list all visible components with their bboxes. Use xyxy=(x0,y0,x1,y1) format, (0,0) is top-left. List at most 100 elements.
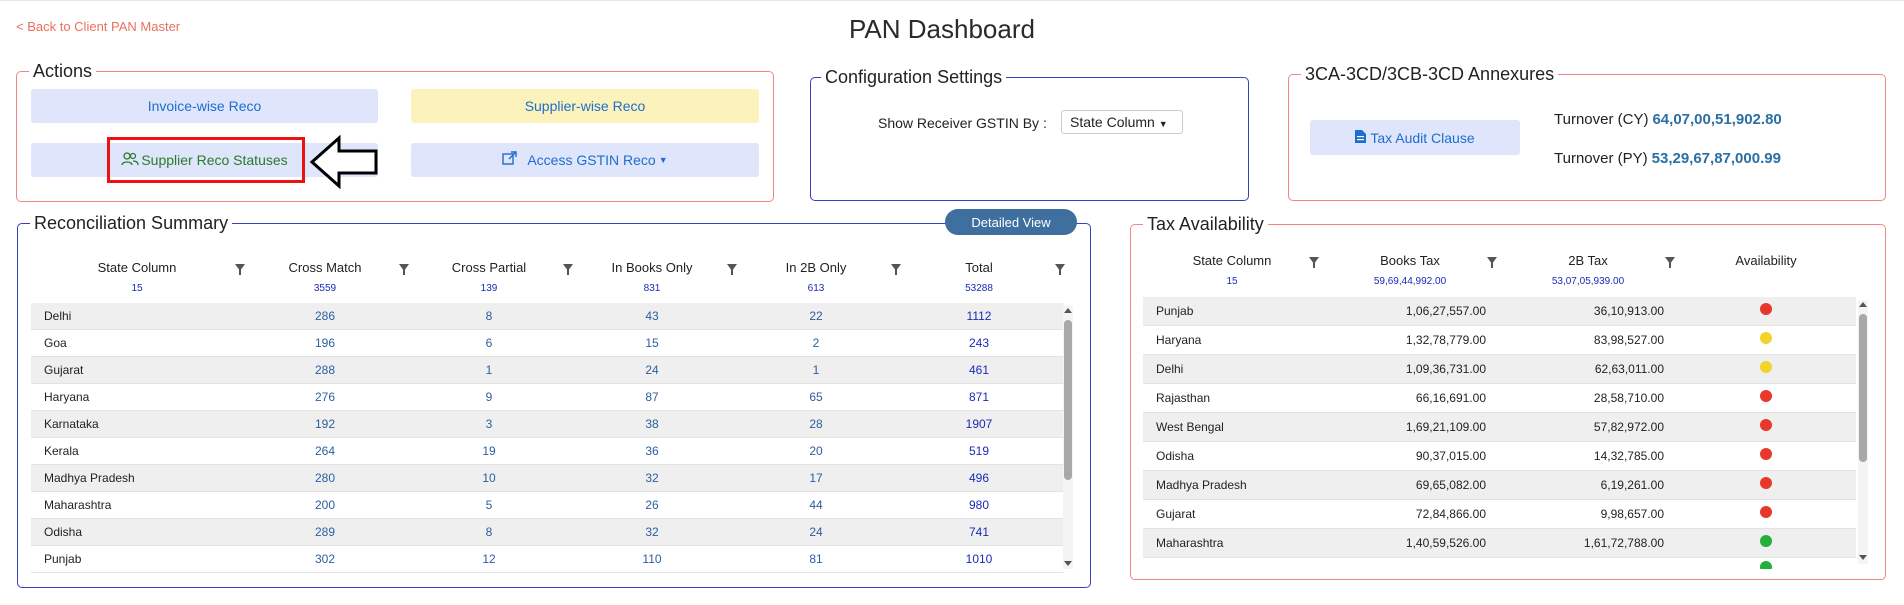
receiver-gstin-select[interactable]: State Column ▼ xyxy=(1061,110,1183,134)
value-cell: 8 xyxy=(485,525,493,539)
2b-tax-cell: 28,58,710.00 xyxy=(1593,391,1664,405)
invoice-wise-reco-label: Invoice-wise Reco xyxy=(147,98,262,114)
tax-scroll-thumb[interactable] xyxy=(1859,314,1867,462)
supplier-reco-statuses-button[interactable]: Supplier Reco Statuses xyxy=(31,143,378,177)
table-row: Madhya Pradesh 69,65,082.00 6,19,261.00 xyxy=(1143,471,1856,500)
value-cell[interactable]: 461 xyxy=(968,363,990,377)
caret-down-icon: ▼ xyxy=(1158,119,1168,129)
column-header-count: 139 xyxy=(480,283,498,294)
column-header-total: 15 xyxy=(1226,276,1238,287)
filter-icon[interactable] xyxy=(235,264,245,275)
state-cell: Delhi xyxy=(44,309,72,323)
table-row: Delhi 286 8 43 22 1112 xyxy=(31,303,1064,330)
2b-tax-cell: 83,98,527.00 xyxy=(1593,333,1664,347)
supplier-wise-reco-label: Supplier-wise Reco xyxy=(524,98,646,114)
availability-status-icon xyxy=(1760,303,1772,315)
value-cell[interactable]: 519 xyxy=(968,444,990,458)
value-cell: 289 xyxy=(314,525,336,539)
state-cell: Madhya Pradesh xyxy=(1156,478,1247,492)
scroll-down-icon[interactable] xyxy=(1859,555,1867,560)
state-cell: Gujarat xyxy=(44,363,84,377)
value-cell: 1 xyxy=(812,363,820,377)
external-link-icon xyxy=(502,151,518,169)
state-cell: Madhya Pradesh xyxy=(44,471,135,485)
column-header-total: 53,07,05,939.00 xyxy=(1551,276,1625,287)
turnover-cy-label: Turnover (CY) xyxy=(1554,111,1649,128)
value-cell[interactable]: 1010 xyxy=(965,552,993,566)
state-cell: Kerala xyxy=(44,444,79,458)
value-cell: 20 xyxy=(809,444,823,458)
column-header-count: 831 xyxy=(643,283,661,294)
state-cell: Punjab xyxy=(1156,304,1194,318)
2b-tax-cell: 57,82,972.00 xyxy=(1593,420,1664,434)
invoice-wise-reco-button[interactable]: Invoice-wise Reco xyxy=(31,89,378,123)
column-header-count: 613 xyxy=(807,283,825,294)
tax-audit-clause-label: Tax Audit Clause xyxy=(1370,129,1475,146)
2b-tax-cell: 6,19,261.00 xyxy=(1600,478,1664,492)
table-row: Madhya Pradesh 280 10 32 17 496 xyxy=(31,465,1064,492)
value-cell: 17 xyxy=(809,471,823,485)
availability-status-icon xyxy=(1760,506,1772,518)
value-cell[interactable]: 243 xyxy=(968,336,990,350)
value-cell: 264 xyxy=(314,444,336,458)
turnover-py-value: 53,29,67,87,000.99 xyxy=(1651,150,1781,167)
value-cell[interactable]: 1112 xyxy=(966,309,992,323)
filter-icon[interactable] xyxy=(1487,257,1497,268)
filter-icon[interactable] xyxy=(563,264,573,275)
state-cell: Odisha xyxy=(44,525,83,539)
tax-audit-clause-button[interactable]: Tax Audit Clause xyxy=(1310,120,1520,155)
supplier-wise-reco-button[interactable]: Supplier-wise Reco xyxy=(411,89,759,123)
reco-scroll-thumb[interactable] xyxy=(1064,320,1072,480)
table-row: Haryana 1,32,78,779.00 83,98,527.00 xyxy=(1143,326,1856,355)
scroll-up-icon[interactable] xyxy=(1064,308,1072,313)
page-title-text: PAN Dashboard xyxy=(849,14,1035,44)
access-gstin-reco-label: Access GSTIN Reco xyxy=(527,152,656,168)
filter-icon[interactable] xyxy=(1055,264,1065,275)
table-row: Kerala 264 19 36 20 519 xyxy=(31,438,1064,465)
column-header-count: 53288 xyxy=(965,283,993,294)
filter-icon[interactable] xyxy=(727,264,737,275)
state-cell: Delhi xyxy=(1156,362,1184,376)
books-tax-cell: 90,37,015.00 xyxy=(1415,449,1486,463)
filter-icon[interactable] xyxy=(1309,257,1319,268)
tax-table-body: Punjab 1,06,27,557.00 36,10,913.00 Haryana 1… xyxy=(1143,297,1856,569)
tax-scrollbar[interactable] xyxy=(1858,300,1868,564)
configuration-settings-legend: Configuration Settings xyxy=(825,67,1003,87)
scroll-down-icon[interactable] xyxy=(1064,561,1072,566)
access-gstin-reco-dropdown[interactable]: Access GSTIN Reco ▼ xyxy=(411,143,759,177)
state-cell: Maharashtra xyxy=(1156,536,1224,550)
availability-status-icon xyxy=(1760,448,1772,460)
filter-icon[interactable] xyxy=(399,264,409,275)
value-cell[interactable]: 1907 xyxy=(965,417,993,431)
value-cell: 15 xyxy=(645,336,659,350)
detailed-view-button[interactable]: Detailed View xyxy=(945,209,1077,235)
value-cell: 12 xyxy=(482,552,496,566)
document-icon xyxy=(1355,129,1367,146)
back-to-client-pan-master-link[interactable]: < Back to Client PAN Master xyxy=(16,19,181,34)
value-cell[interactable]: 980 xyxy=(968,498,990,512)
value-cell: 192 xyxy=(314,417,336,431)
turnover-py-label: Turnover (PY) xyxy=(1554,150,1648,167)
value-cell[interactable]: 871 xyxy=(968,390,990,404)
value-cell: 24 xyxy=(809,525,823,539)
column-header-count: 3559 xyxy=(313,283,337,294)
reconciliation-summary-legend: Reconciliation Summary xyxy=(34,213,229,233)
availability-status-icon xyxy=(1760,419,1772,431)
turnover-cy: Turnover (CY) 64,07,00,51,902.80 xyxy=(1554,111,1782,128)
filter-icon[interactable] xyxy=(891,264,901,275)
value-cell[interactable]: 496 xyxy=(968,471,990,485)
books-tax-cell: 1,69,21,109.00 xyxy=(1405,420,1486,434)
table-row: Maharashtra 200 5 26 44 980 xyxy=(31,492,1064,519)
reco-scrollbar[interactable] xyxy=(1063,306,1073,569)
2b-tax-cell: 14,32,785.00 xyxy=(1593,449,1664,463)
filter-icon[interactable] xyxy=(1665,257,1675,268)
2b-tax-cell: 62,63,011.00 xyxy=(1594,362,1664,376)
value-cell: 280 xyxy=(314,471,336,485)
configuration-settings-panel: Configuration Settings xyxy=(810,67,1249,201)
value-cell[interactable]: 741 xyxy=(968,525,990,539)
state-cell: West Bengal xyxy=(1156,420,1224,434)
supplier-reco-statuses-label: Supplier Reco Statuses xyxy=(141,152,288,168)
caret-down-icon: ▼ xyxy=(658,155,668,165)
column-header-label: Availability xyxy=(1735,253,1797,268)
scroll-up-icon[interactable] xyxy=(1859,302,1867,307)
